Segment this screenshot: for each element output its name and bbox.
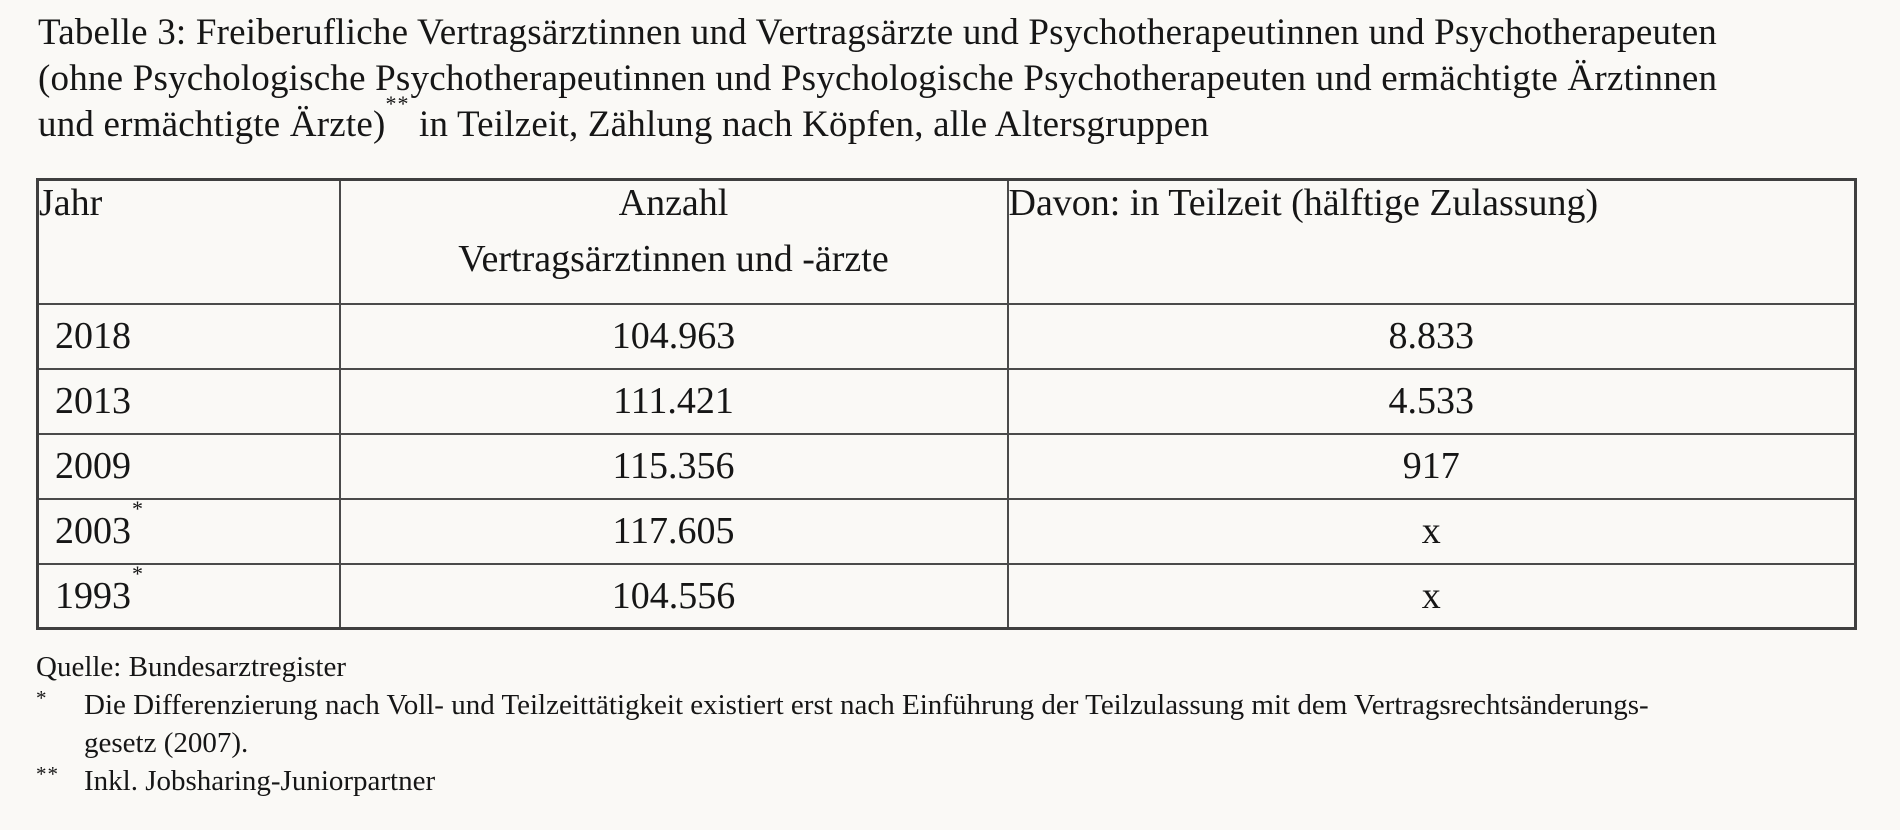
year-value: 2018 bbox=[55, 315, 131, 357]
year-value: 2013 bbox=[55, 380, 131, 422]
teilzeit-cell: x bbox=[1006, 562, 1857, 630]
teilzeit-cell: x bbox=[1006, 497, 1857, 565]
caption-line-1: Tabelle 3: Freiberufliche Vertragsärztin… bbox=[38, 12, 1718, 53]
footnote-1-line-1: Die Differenzierung nach Voll- und Teilz… bbox=[84, 689, 1649, 721]
year-cell: 2013 bbox=[36, 367, 341, 435]
footnote-2-marker: ** bbox=[36, 762, 59, 786]
header-jahr-label: Jahr bbox=[39, 182, 103, 224]
year-cell: 2009 bbox=[36, 432, 341, 500]
header-davon: Davon: in Teilzeit (hälftige Zulassung) bbox=[1006, 178, 1857, 305]
table-row-2009: 2009 115.356 917 bbox=[36, 432, 1857, 500]
table-row-1993: 1993* 104.556 x bbox=[36, 561, 1857, 630]
source-line: Quelle: Bundesarztregister bbox=[36, 651, 347, 683]
table-row-2018: 2018 104.963 8.833 bbox=[36, 302, 1857, 370]
caption-line-3-text: und ermächtigte Ärzte) bbox=[38, 104, 386, 145]
caption-line-2: (ohne Psychologische Psychotherapeutinne… bbox=[38, 58, 1718, 99]
table-caption: Tabelle 3: Freiberufliche Vertragsärztin… bbox=[38, 10, 1878, 148]
footnote-1-marker: * bbox=[36, 686, 48, 710]
header-anzahl: Anzahl Vertragsärztinnen und -ärzte bbox=[338, 178, 1009, 305]
header-anzahl-line1: Anzahl bbox=[618, 182, 729, 224]
caption-footnote-marker: ** bbox=[385, 90, 410, 116]
footnote-2-line-1: Inkl. Jobsharing-Juniorpartner bbox=[84, 765, 436, 797]
footnote-2: ** Inkl. Jobsharing-Juniorpartner bbox=[36, 762, 1856, 800]
year-footnote-marker: * bbox=[132, 496, 143, 522]
footnote-1: * Die Differenzierung nach Voll- und Tei… bbox=[36, 686, 1856, 762]
anzahl-cell: 104.556 bbox=[338, 562, 1009, 630]
table-row-2003: 2003* 117.605 x bbox=[36, 496, 1857, 565]
footnote-1-text: Die Differenzierung nach Voll- und Teilz… bbox=[84, 686, 1856, 762]
caption-line-3: und ermächtigte Ärzte)** in Teilzeit, Zä… bbox=[38, 92, 1878, 148]
teilzeit-cell: 8.833 bbox=[1006, 302, 1857, 370]
caption-line-3-rest: in Teilzeit, Zählung nach Köpfen, alle A… bbox=[409, 104, 1210, 145]
year-value: 2009 bbox=[55, 445, 131, 487]
year-value: 1993 bbox=[55, 574, 131, 617]
anzahl-cell: 115.356 bbox=[338, 432, 1009, 500]
header-jahr: Jahr bbox=[36, 178, 341, 305]
year-value: 2003 bbox=[55, 510, 131, 552]
year-footnote-marker: * bbox=[132, 561, 143, 587]
teilzeit-cell: 917 bbox=[1006, 432, 1857, 500]
year-cell: 1993* bbox=[36, 561, 341, 630]
header-davon-label: Davon: in Teilzeit (hälftige Zulassung) bbox=[1008, 182, 1599, 224]
header-anzahl-line2: Vertragsärztinnen und -ärzte bbox=[458, 238, 889, 280]
footnote-1-line-2: gesetz (2007). bbox=[84, 727, 249, 759]
footnotes-block: Quelle: Bundesarztregister * Die Differe… bbox=[36, 648, 1856, 800]
anzahl-cell: 104.963 bbox=[338, 302, 1009, 370]
statistics-table: Jahr Anzahl Vertragsärztinnen und -ärzte… bbox=[36, 178, 1857, 630]
anzahl-cell: 111.421 bbox=[338, 367, 1009, 435]
year-cell: 2018 bbox=[36, 302, 341, 370]
table-row-2013: 2013 111.421 4.533 bbox=[36, 367, 1857, 435]
year-cell: 2003* bbox=[36, 496, 341, 565]
table-header-row: Jahr Anzahl Vertragsärztinnen und -ärzte… bbox=[36, 178, 1857, 305]
anzahl-cell: 117.605 bbox=[338, 497, 1009, 565]
teilzeit-cell: 4.533 bbox=[1006, 367, 1857, 435]
footnote-2-text: Inkl. Jobsharing-Juniorpartner bbox=[84, 762, 1856, 800]
